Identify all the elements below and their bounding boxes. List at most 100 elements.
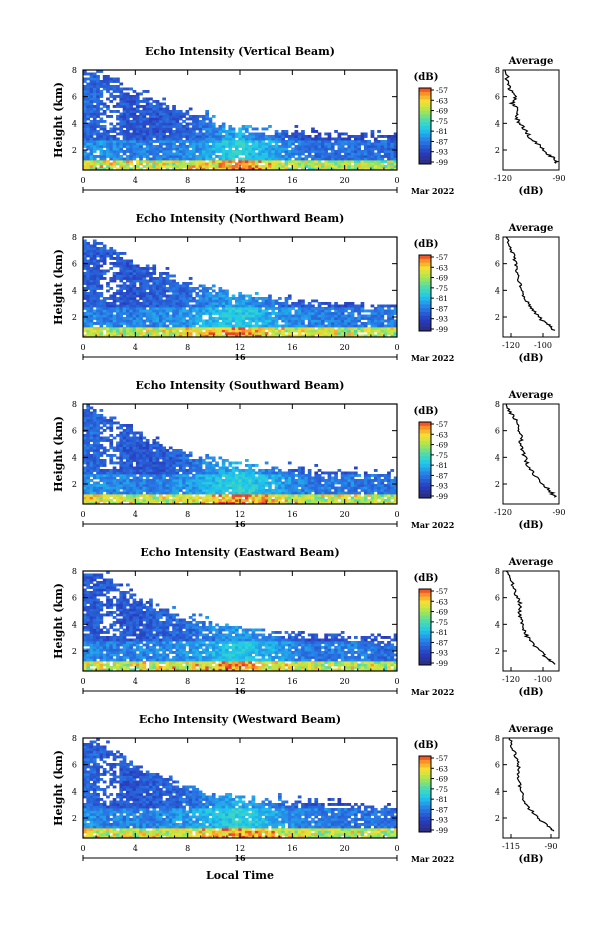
- heatmap-cell: [92, 160, 97, 163]
- heatmap-cell: [119, 97, 124, 101]
- heatmap-cell: [152, 157, 157, 161]
- heatmap-cell: [145, 459, 150, 462]
- heatmap-cell: [112, 262, 117, 265]
- heatmap-cell: [142, 501, 147, 505]
- heatmap-cell: [149, 292, 153, 295]
- heatmap-cell: [96, 130, 100, 133]
- heatmap-cell: [344, 314, 348, 318]
- heatmap-cell: [218, 142, 223, 146]
- heatmap-cell: [155, 110, 160, 113]
- heatmap-cell: [347, 152, 352, 156]
- heatmap-cell: [135, 441, 140, 445]
- heatmap-cell: [92, 332, 97, 335]
- heatmap-cell: [241, 484, 246, 487]
- heatmap-cell: [390, 147, 395, 151]
- heatmap-cell: [122, 284, 127, 288]
- heatmap-cell: [92, 75, 97, 78]
- heatmap-cell: [373, 142, 378, 146]
- heatmap-cell: [162, 299, 166, 303]
- heatmap-cell: [149, 496, 153, 500]
- heatmap-cell: [347, 150, 352, 153]
- heatmap-cell: [221, 484, 226, 487]
- heatmap-cell: [83, 444, 87, 447]
- heatmap-cell: [248, 319, 252, 323]
- heatmap-cell: [99, 147, 104, 151]
- heatmap-cell: [327, 332, 332, 335]
- heatmap-cell: [102, 75, 107, 78]
- heatmap-cell: [149, 112, 153, 116]
- heatmap-cell: [218, 302, 223, 305]
- heatmap-cell: [185, 157, 190, 161]
- heatmap-cell: [192, 165, 196, 168]
- heatmap-cell: [92, 464, 97, 467]
- heatmap-cell: [218, 327, 223, 330]
- heatmap-cell: [182, 494, 186, 497]
- heatmap-cell: [274, 155, 279, 158]
- heatmap-cell: [235, 135, 239, 138]
- heatmap-cell: [159, 479, 163, 482]
- heatmap-cell: [231, 494, 236, 497]
- heatmap-cell: [380, 135, 385, 138]
- heatmap-cell: [393, 319, 398, 323]
- average-title: Average: [508, 56, 554, 67]
- heatmap-cell: [142, 115, 147, 118]
- heatmap-cell: [102, 167, 107, 171]
- heatmap-cell: [208, 137, 213, 141]
- heatmap-cell: [89, 466, 94, 470]
- heatmap-cell: [129, 486, 133, 490]
- heatmap-cell: [245, 145, 249, 148]
- heatmap-cell: [109, 140, 114, 143]
- heatmap-cell: [264, 152, 269, 156]
- heatmap-cell: [116, 499, 120, 502]
- heatmap-cell: [367, 319, 371, 323]
- heatmap-cell: [99, 414, 104, 417]
- heatmap-cell: [195, 334, 200, 338]
- heatmap-cell: [162, 289, 166, 293]
- heatmap-cell: [175, 327, 180, 330]
- colorbar-swatch: [419, 88, 431, 93]
- heatmap-cell: [182, 496, 186, 500]
- heatmap-cell: [178, 479, 183, 482]
- heatmap-cell: [182, 152, 186, 156]
- heatmap-cell: [330, 312, 335, 315]
- heatmap-cell: [165, 324, 170, 328]
- heatmap-cell: [281, 130, 285, 133]
- heatmap-cell: [202, 332, 206, 335]
- heatmap-cell: [205, 476, 209, 480]
- heatmap-cell: [373, 160, 378, 163]
- heatmap-cell: [142, 294, 147, 298]
- heatmap-cell: [96, 145, 100, 148]
- heatmap-cell: [284, 312, 289, 315]
- heatmap-cell: [354, 167, 358, 171]
- heatmap-cell: [149, 322, 153, 325]
- heatmap-cell: [208, 297, 213, 300]
- heatmap-cell: [168, 307, 173, 310]
- heatmap-cell: [261, 157, 266, 161]
- heatmap-cell: [126, 424, 130, 427]
- heatmap-cell: [248, 157, 252, 161]
- heatmap-cell: [86, 322, 90, 325]
- heatmap-cell: [195, 332, 200, 335]
- heatmap-cell: [340, 304, 345, 308]
- heatmap-cell: [135, 459, 140, 462]
- heatmap-cell: [205, 162, 209, 166]
- heatmap-cell: [96, 77, 100, 81]
- heatmap-cell: [92, 289, 97, 293]
- heatmap-cell: [330, 314, 335, 318]
- heatmap-cell: [83, 476, 87, 480]
- heatmap-cell: [245, 307, 249, 310]
- heatmap-cell: [274, 324, 279, 328]
- x-tick-label: 12: [235, 343, 245, 352]
- heatmap-cell: [297, 302, 302, 305]
- heatmap-cell: [307, 147, 312, 151]
- heatmap-cell: [205, 319, 209, 323]
- heatmap-cell: [99, 284, 104, 288]
- heatmap-cell: [205, 152, 209, 156]
- heatmap-cell: [205, 489, 209, 492]
- heatmap-cell: [235, 299, 239, 303]
- heatmap-cell: [208, 307, 213, 310]
- heatmap-cell: [294, 125, 299, 128]
- heatmap-cell: [149, 454, 153, 457]
- heatmap-cell: [294, 322, 299, 325]
- heatmap-cell: [162, 107, 166, 111]
